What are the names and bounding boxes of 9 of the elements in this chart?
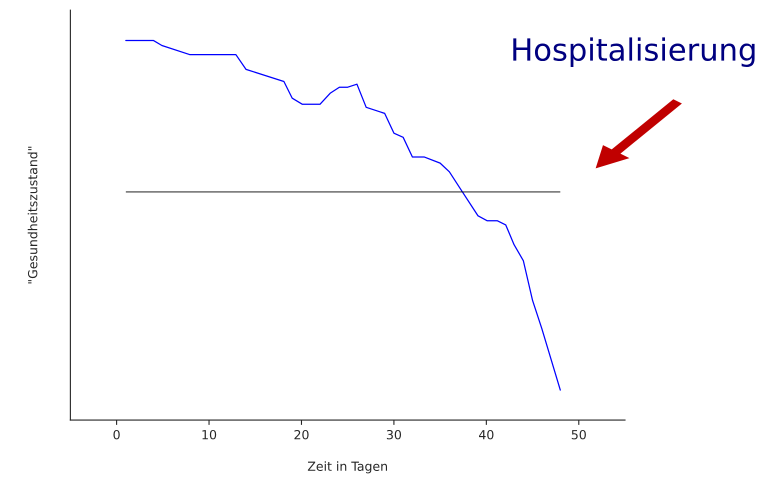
x-tick-label: 40 — [479, 430, 494, 440]
x-tick-label: 10 — [202, 430, 216, 440]
y-axis-title: "Gesundheitszustand" — [28, 146, 38, 284]
x-axis-title: Zeit in Tagen — [308, 461, 388, 474]
x-tick-label: 50 — [572, 430, 586, 440]
x-tick-label: 30 — [386, 430, 402, 440]
x-tick-label: 20 — [294, 430, 309, 440]
x-tick-label: 0 — [113, 430, 120, 440]
annotation: Hospitalisierung — [513, 37, 755, 67]
